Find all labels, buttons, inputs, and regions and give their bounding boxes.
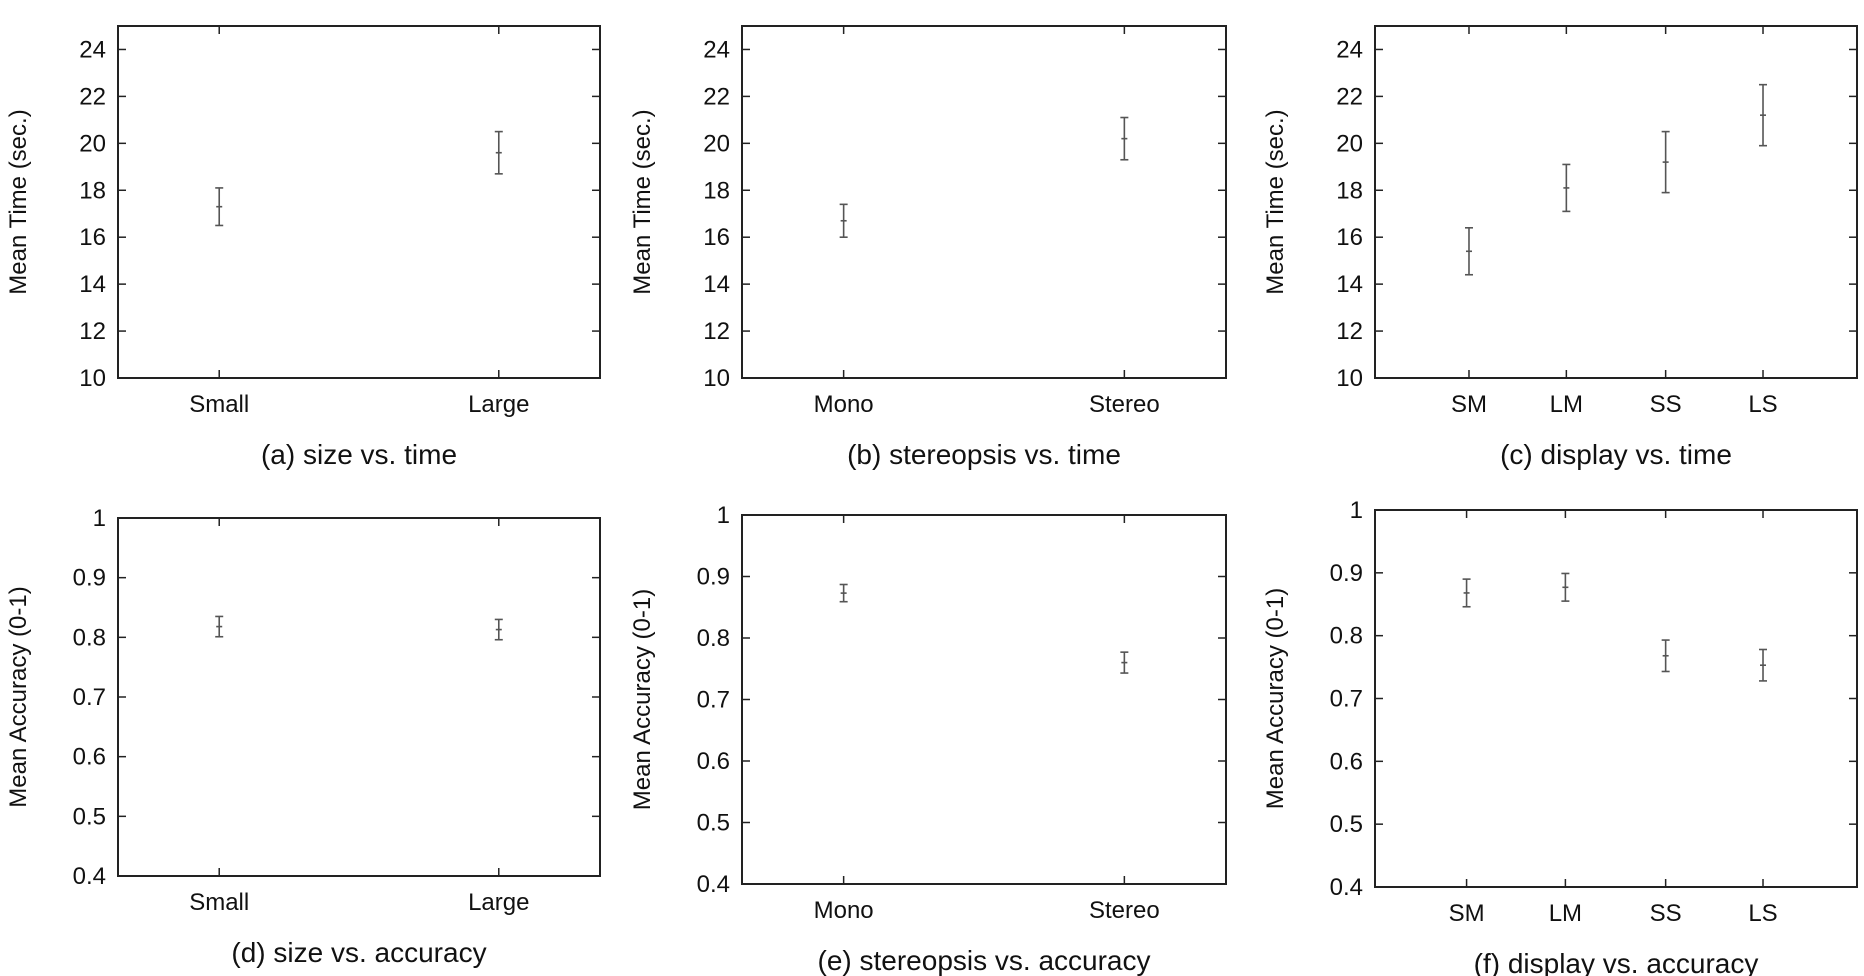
panel-caption: (d) size vs. accuracy	[231, 937, 486, 968]
y-tick-label: 0.4	[73, 863, 106, 890]
y-tick-label: 0.7	[1330, 686, 1363, 713]
y-tick-label: 24	[703, 36, 730, 63]
y-axis-label: Mean Accuracy (0-1)	[629, 589, 656, 810]
plot-frame	[117, 25, 601, 379]
y-axis-label: Mean Time (sec.)	[629, 109, 656, 294]
y-axis-label: Mean Accuracy (0-1)	[1262, 588, 1289, 809]
y-tick-label: 0.8	[73, 624, 106, 651]
chart-panel-3: 10 12 14 16 18 20 22 24 Mean Time (sec.) SM LM SS LS…	[1262, 25, 1858, 470]
chart-panel-2: 10 12 14 16 18 20 22 24 Mean Time (sec.) Mono Ster…	[629, 25, 1227, 470]
y-tick-label: 0.4	[1330, 874, 1363, 901]
y-tick-label: 0.7	[697, 687, 730, 714]
chart-panel-1: 10 12 14 16 18 20 22 24 Mean Time (sec.) Small Lar…	[5, 25, 601, 470]
y-tick-label: 0.5	[73, 803, 106, 830]
y-tick-label: 0.6	[1330, 748, 1363, 775]
y-tick-label: 0.6	[697, 748, 730, 775]
y-tick-label: 10	[703, 365, 730, 392]
plot-frame	[1374, 25, 1858, 379]
chart-panel-6: 0.4 0.5 0.6 0.7 0.8 0.9 1 Mean Accuracy (0-1) SM…	[1262, 497, 1858, 976]
plot-frame	[741, 25, 1227, 379]
x-tick-label: LM	[1549, 900, 1582, 927]
x-tick-label: Small	[189, 391, 249, 418]
y-tick-label: 0.9	[73, 565, 106, 592]
y-tick-label: 16	[703, 224, 730, 251]
y-tick-label: 0.7	[73, 684, 106, 711]
x-tick-label: SM	[1449, 900, 1485, 927]
y-tick-label: 14	[703, 271, 730, 298]
y-tick-label: 10	[79, 365, 106, 392]
chart-panel-5: 0.4 0.5 0.6 0.7 0.8 0.9 1 Mean Accuracy (0-1) Mo…	[629, 502, 1227, 976]
chart-panel-4: 0.4 0.5 0.6 0.7 0.8 0.9 1 Mean Accuracy (0-1) Sm…	[5, 505, 601, 968]
y-tick-label: 0.5	[1330, 811, 1363, 838]
y-tick-label: 24	[79, 36, 106, 63]
y-axis-label: Mean Time (sec.)	[5, 109, 32, 294]
y-tick-label: 10	[1336, 365, 1363, 392]
y-axis-label: Mean Time (sec.)	[1262, 109, 1289, 294]
y-tick-label: 0.9	[697, 564, 730, 591]
y-tick-label: 20	[79, 130, 106, 157]
y-tick-label: 12	[703, 318, 730, 345]
y-tick-label: 14	[79, 271, 106, 298]
plot-frame	[1374, 509, 1858, 888]
panel-caption: (c) display vs. time	[1500, 439, 1732, 470]
y-tick-label: 12	[1336, 318, 1363, 345]
plot-frame	[117, 517, 601, 877]
y-tick-label: 0.9	[1330, 560, 1363, 587]
y-tick-label: 20	[703, 130, 730, 157]
x-tick-label: Stereo	[1089, 897, 1160, 924]
y-tick-label: 18	[703, 177, 730, 204]
x-tick-label: SM	[1451, 391, 1487, 418]
x-tick-label: Stereo	[1089, 391, 1160, 418]
y-tick-label: 14	[1336, 271, 1363, 298]
y-tick-label: 12	[79, 318, 106, 345]
x-tick-label: LS	[1748, 391, 1777, 418]
y-tick-label: 1	[717, 502, 730, 529]
y-tick-label: 22	[1336, 83, 1363, 110]
y-tick-label: 18	[1336, 177, 1363, 204]
x-tick-label: Small	[189, 889, 249, 916]
y-tick-label: 20	[1336, 130, 1363, 157]
y-tick-label: 16	[79, 224, 106, 251]
x-tick-label: Large	[468, 391, 529, 418]
y-tick-label: 18	[79, 177, 106, 204]
panel-caption: (e) stereopsis vs. accuracy	[818, 945, 1151, 976]
y-tick-label: 1	[1350, 497, 1363, 524]
x-tick-label: LM	[1550, 391, 1583, 418]
panel-caption: (f) display vs. accuracy	[1474, 948, 1759, 976]
y-tick-label: 16	[1336, 224, 1363, 251]
x-tick-label: Mono	[814, 897, 874, 924]
y-tick-label: 0.4	[697, 871, 730, 898]
x-tick-label: SS	[1650, 900, 1682, 927]
y-tick-label: 0.8	[697, 625, 730, 652]
y-tick-label: 22	[79, 83, 106, 110]
plot-frame	[741, 514, 1227, 885]
y-tick-label: 0.5	[697, 810, 730, 837]
y-tick-label: 1	[93, 505, 106, 532]
y-tick-label: 0.8	[1330, 623, 1363, 650]
panel-caption: (a) size vs. time	[261, 439, 457, 470]
x-tick-label: SS	[1650, 391, 1682, 418]
panel-caption: (b) stereopsis vs. time	[847, 439, 1121, 470]
x-tick-label: LS	[1748, 900, 1777, 927]
y-tick-label: 0.6	[73, 744, 106, 771]
y-tick-label: 24	[1336, 36, 1363, 63]
y-tick-label: 22	[703, 83, 730, 110]
x-tick-label: Large	[468, 889, 529, 916]
y-axis-label: Mean Accuracy (0-1)	[5, 586, 32, 807]
x-tick-label: Mono	[814, 391, 874, 418]
